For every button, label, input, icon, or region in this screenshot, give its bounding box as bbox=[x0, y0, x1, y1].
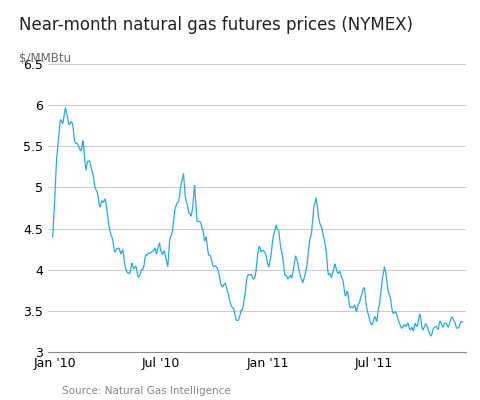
Text: $/MMBtu: $/MMBtu bbox=[19, 52, 72, 65]
Text: Source: Natural Gas Intelligence: Source: Natural Gas Intelligence bbox=[62, 386, 231, 396]
Text: Near-month natural gas futures prices (NYMEX): Near-month natural gas futures prices (N… bbox=[19, 16, 413, 34]
